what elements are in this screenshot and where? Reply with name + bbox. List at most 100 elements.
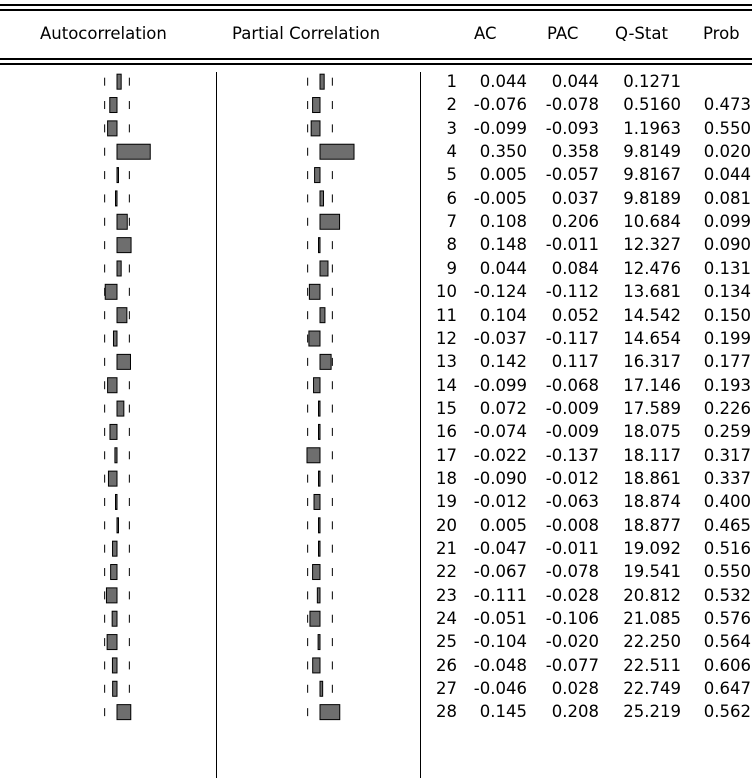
cell-pac-lag-12: -0.117 [546, 327, 599, 350]
ac-bar-lag-24 [112, 611, 117, 626]
cell-q-lag-25: 22.250 [623, 630, 681, 653]
cell-q-lag-13: 16.317 [623, 350, 681, 373]
cell-pac-lag-1: 0.044 [552, 70, 599, 93]
cell-lag-lag-2: 2 [447, 93, 458, 116]
cell-pac-lag-19: -0.063 [546, 490, 599, 513]
cell-ac-lag-7: 0.108 [480, 210, 527, 233]
cell-q-lag-2: 0.5160 [623, 93, 681, 116]
pac-bar-lag-25 [318, 635, 320, 650]
cell-ac-lag-3: -0.099 [474, 117, 527, 140]
cell-prob-lag-2: 0.473 [704, 93, 751, 116]
cell-lag-lag-27: 27 [436, 677, 457, 700]
cell-lag-lag-25: 25 [436, 630, 457, 653]
cell-pac-lag-7: 0.206 [552, 210, 599, 233]
cell-lag-lag-20: 20 [436, 514, 457, 537]
ac-bar-lag-23 [106, 588, 117, 603]
cell-prob-lag-24: 0.576 [704, 607, 751, 630]
cell-pac-lag-6: 0.037 [552, 187, 599, 210]
cell-pac-lag-13: 0.117 [552, 350, 599, 373]
ac-bar-lag-26 [112, 658, 117, 673]
cell-ac-lag-9: 0.044 [480, 257, 527, 280]
cell-prob-lag-18: 0.337 [704, 467, 751, 490]
cell-ac-lag-22: -0.067 [474, 560, 527, 583]
ac-bar-lag-12 [113, 331, 117, 346]
cell-pac-lag-2: -0.078 [546, 93, 599, 116]
cell-pac-lag-10: -0.112 [546, 280, 599, 303]
cell-lag-lag-18: 18 [436, 467, 457, 490]
cell-ac-lag-12: -0.037 [474, 327, 527, 350]
pac-bar-lag-11 [320, 308, 325, 323]
cell-pac-lag-18: -0.012 [546, 467, 599, 490]
pac-bar-lag-13 [320, 354, 331, 369]
cell-ac-lag-25: -0.104 [474, 630, 527, 653]
pac-bar-lag-6 [320, 191, 324, 206]
cell-prob-lag-12: 0.199 [704, 327, 751, 350]
ac-bar-lag-1 [117, 74, 121, 89]
cell-pac-lag-22: -0.078 [546, 560, 599, 583]
cell-prob-lag-7: 0.099 [704, 210, 751, 233]
cell-q-lag-28: 25.219 [623, 700, 681, 723]
cell-lag-lag-21: 21 [436, 537, 457, 560]
cell-pac-lag-5: -0.057 [546, 163, 599, 186]
cell-pac-lag-14: -0.068 [546, 374, 599, 397]
cell-q-lag-8: 12.327 [623, 233, 681, 256]
cell-prob-lag-28: 0.562 [704, 700, 751, 723]
cell-pac-lag-3: -0.093 [546, 117, 599, 140]
cell-pac-lag-28: 0.208 [552, 700, 599, 723]
cell-q-lag-19: 18.874 [623, 490, 681, 513]
cell-pac-lag-21: -0.011 [546, 537, 599, 560]
pac-bar-lag-22 [313, 565, 320, 580]
cell-pac-lag-16: -0.009 [546, 420, 599, 443]
cell-prob-lag-8: 0.090 [704, 233, 751, 256]
cell-ac-lag-1: 0.044 [480, 70, 527, 93]
ac-bar-lag-25 [107, 635, 117, 650]
pac-bar-lag-24 [310, 611, 320, 626]
cell-lag-lag-6: 6 [447, 187, 458, 210]
pac-bar-lag-14 [314, 378, 320, 393]
cell-pac-lag-23: -0.028 [546, 584, 599, 607]
cell-prob-lag-21: 0.516 [704, 537, 751, 560]
cell-pac-lag-17: -0.137 [546, 444, 599, 467]
cell-pac-lag-26: -0.077 [546, 654, 599, 677]
cell-ac-lag-27: -0.046 [474, 677, 527, 700]
cell-prob-lag-3: 0.550 [704, 117, 751, 140]
pac-bar-lag-20 [319, 518, 321, 533]
cell-ac-lag-23: -0.111 [474, 584, 527, 607]
ac-bar-lag-16 [110, 424, 117, 439]
cell-q-lag-26: 22.511 [623, 654, 681, 677]
ac-bar-lag-28 [117, 705, 131, 720]
pac-bar-lag-1 [320, 74, 324, 89]
ac-bar-lag-2 [110, 98, 117, 113]
cell-lag-lag-19: 19 [436, 490, 457, 513]
cell-pac-lag-8: -0.011 [546, 233, 599, 256]
cell-ac-lag-15: 0.072 [480, 397, 527, 420]
cell-prob-lag-26: 0.606 [704, 654, 751, 677]
pac-bar-lag-7 [320, 214, 340, 229]
cell-ac-lag-24: -0.051 [474, 607, 527, 630]
cell-lag-lag-1: 1 [447, 70, 458, 93]
cell-q-lag-4: 9.8149 [623, 140, 681, 163]
pac-bar-lag-8 [319, 238, 321, 253]
pac-bar-lag-26 [313, 658, 320, 673]
cell-lag-lag-14: 14 [436, 374, 457, 397]
cell-prob-lag-13: 0.177 [704, 350, 751, 373]
cell-prob-lag-6: 0.081 [704, 187, 751, 210]
ac-bar-lag-21 [113, 541, 117, 556]
cell-ac-lag-19: -0.012 [474, 490, 527, 513]
cell-lag-lag-28: 28 [436, 700, 457, 723]
cell-q-lag-16: 18.075 [623, 420, 681, 443]
ac-bar-lag-9 [117, 261, 121, 276]
cell-ac-lag-14: -0.099 [474, 374, 527, 397]
ac-bar-lag-4 [117, 144, 150, 159]
cell-ac-lag-28: 0.145 [480, 700, 527, 723]
cell-ac-lag-21: -0.047 [474, 537, 527, 560]
cell-q-lag-15: 17.589 [623, 397, 681, 420]
cell-q-lag-21: 19.092 [623, 537, 681, 560]
cell-q-lag-24: 21.085 [623, 607, 681, 630]
cell-prob-lag-14: 0.193 [704, 374, 751, 397]
ac-bar-lag-27 [113, 681, 117, 696]
cell-pac-lag-11: 0.052 [552, 304, 599, 327]
cell-ac-lag-8: 0.148 [480, 233, 527, 256]
cell-ac-lag-26: -0.048 [474, 654, 527, 677]
cell-lag-lag-7: 7 [447, 210, 458, 233]
